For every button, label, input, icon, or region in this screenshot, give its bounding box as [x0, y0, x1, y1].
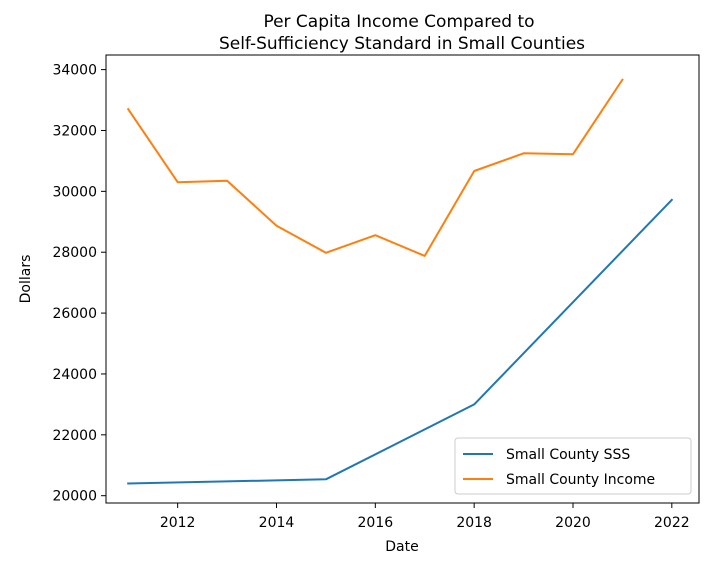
x-tick-label: 2012 — [160, 515, 196, 531]
x-tick-label: 2014 — [259, 515, 295, 531]
x-tick-label: 2022 — [654, 515, 690, 531]
x-tick-label: 2018 — [456, 515, 492, 531]
chart-title-line-1: Per Capita Income Compared to — [263, 12, 534, 32]
series-layer — [126, 78, 674, 485]
x-tick-label: 2016 — [358, 515, 394, 531]
legend: Small County SSS Small County Income — [454, 437, 692, 495]
y-tick-label: 32000 — [52, 123, 97, 139]
y-tick-label: 22000 — [52, 428, 97, 444]
legend-label-income: Small County Income — [506, 472, 655, 488]
y-axis-label: Dollars — [18, 255, 34, 304]
y-tick-label: 28000 — [52, 245, 97, 261]
y-tick-label: 24000 — [52, 367, 97, 383]
y-tick-label: 26000 — [52, 306, 97, 322]
legend-box — [454, 437, 692, 495]
axis-ticks: 2012 2014 2016 2018 2020 2022 20000 22000 24000 2… — [52, 63, 689, 531]
y-tick-label: 34000 — [52, 63, 97, 79]
legend-label-sss: Small County SSS — [506, 447, 630, 463]
y-tick-label: 30000 — [52, 184, 97, 200]
chart-title-line-2: Self-Sufficiency Standard in Small Count… — [219, 34, 585, 54]
series-line-sss — [127, 198, 674, 485]
x-axis-label: Date — [385, 539, 418, 555]
x-tick-label: 2020 — [555, 515, 591, 531]
plot-frame — [105, 54, 700, 504]
y-tick-label: 20000 — [52, 489, 97, 505]
series-line-income — [126, 78, 624, 257]
